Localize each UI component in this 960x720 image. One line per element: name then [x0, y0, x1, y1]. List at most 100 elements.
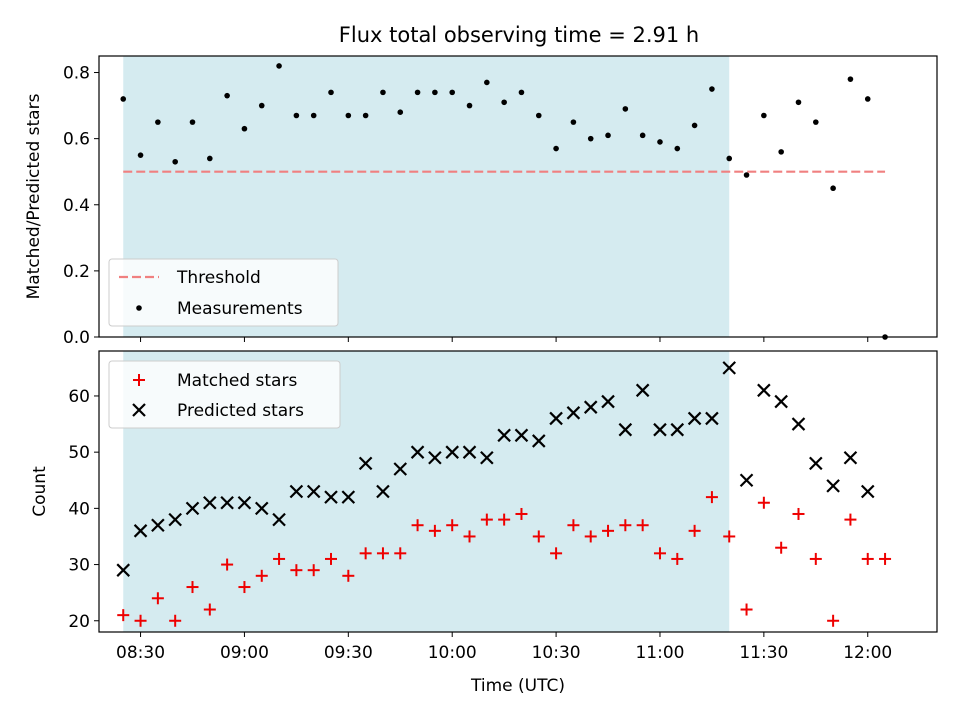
measurement-point — [328, 89, 334, 96]
measurement-point — [864, 96, 871, 102]
matched-star-point — [394, 547, 407, 560]
matched-star-point — [359, 547, 372, 560]
matched-star-point — [428, 524, 441, 537]
measurement-point — [830, 185, 836, 192]
x-marker-b — [791, 417, 806, 431]
x-marker-b — [168, 512, 182, 527]
x-marker-b — [774, 394, 788, 409]
predicted-star-point — [722, 361, 737, 375]
measurement-point — [310, 112, 317, 119]
count-axis-ylabel: Count — [30, 466, 50, 517]
matched-star-point — [723, 530, 736, 543]
matched-star-point — [844, 513, 857, 526]
predicted-star-point — [514, 428, 529, 443]
legend-matched-swatch — [133, 374, 145, 386]
time-xtick-label: 12:00 — [843, 643, 892, 663]
predicted-star-point — [220, 495, 234, 510]
ratio-ytick-label: 0.8 — [63, 64, 90, 84]
x-marker-b — [376, 484, 390, 499]
matched-star-point — [567, 519, 580, 532]
count-ytick-label: 50 — [68, 443, 90, 463]
measurement-point — [241, 125, 248, 132]
matched-star-point — [515, 507, 528, 520]
x-marker-b — [687, 411, 702, 426]
measurement-point — [189, 119, 196, 125]
predicted-star-point — [151, 518, 165, 532]
x-marker-b — [133, 524, 148, 538]
predicted-star-point — [168, 512, 182, 527]
x-marker-b — [722, 361, 737, 375]
predicted-star-point — [635, 383, 650, 398]
x-marker-b — [480, 451, 494, 465]
predicted-star-point — [549, 411, 563, 426]
time-xtick-label: 10:30 — [532, 643, 581, 663]
x-marker-b — [272, 512, 286, 527]
predicted-star-point — [185, 501, 200, 516]
measurement-point — [622, 106, 629, 112]
time-xtick-label: 11:30 — [739, 643, 788, 663]
matched-star-point — [498, 513, 511, 526]
measurement-point — [397, 109, 404, 115]
x-marker-b — [531, 434, 546, 448]
count-panel: 20 30 40 50 60 08:30 09:00 09:30 10:00 10:30 11:00… — [30, 350, 938, 696]
matched-star-point — [117, 609, 130, 622]
x-marker-b — [237, 495, 252, 510]
matched-star-point — [169, 614, 182, 627]
measurement-point — [466, 102, 473, 109]
legend-x-marker — [132, 403, 146, 417]
ratio-axis-ticks: 0.0 0.2 0.4 0.6 0.8 — [63, 64, 869, 348]
predicted-star-point — [497, 428, 511, 443]
predicted-star-point — [826, 479, 840, 493]
predicted-star-point — [376, 484, 390, 499]
x-marker-b — [757, 383, 771, 398]
matched-star-point — [290, 564, 303, 577]
x-marker-b — [462, 445, 477, 459]
matched-star-points — [117, 491, 892, 627]
measurement-point — [172, 158, 178, 165]
ratio-panel: 0.00.20.40.60.8 Matched/Predicted stars … — [24, 55, 938, 348]
x-marker-b — [809, 456, 823, 471]
matched-star-point — [376, 547, 389, 560]
x-marker-b — [254, 501, 269, 516]
predicted-star-point — [480, 451, 494, 465]
x-marker-b — [220, 495, 234, 510]
matched-star-point — [532, 530, 545, 543]
legend-threshold-label: Threshold — [176, 268, 261, 288]
x-marker-b — [601, 394, 615, 409]
measurement-point — [553, 145, 559, 152]
matched-star-point — [463, 530, 476, 543]
measurement-point — [743, 172, 750, 178]
predicted-star-point — [462, 445, 477, 459]
predicted-star-point — [410, 445, 425, 459]
predicted-star-point — [566, 406, 581, 420]
measurement-point — [778, 149, 784, 155]
matched-star-point — [619, 519, 632, 532]
x-marker-b — [514, 428, 529, 443]
measurement-point — [258, 102, 265, 109]
matched-star-point — [636, 519, 649, 532]
x-marker-b — [393, 462, 408, 476]
measurement-point — [484, 79, 490, 86]
x-marker-b — [341, 490, 356, 504]
predicted-star-point — [324, 490, 338, 504]
measurement-point — [207, 155, 213, 162]
predicted-star-point — [843, 451, 858, 465]
measurement-point — [293, 112, 300, 119]
measurement-point — [570, 119, 577, 125]
matched-star-point — [480, 513, 493, 526]
count-ytick-label: 20 — [68, 612, 90, 632]
measurement-point — [726, 155, 733, 162]
measurement-point — [518, 89, 525, 96]
matched-star-point — [186, 581, 199, 594]
matched-star-point — [411, 519, 424, 532]
predicted-star-point — [774, 394, 788, 409]
x-marker-b — [306, 484, 321, 499]
time-xtick-label: 10:00 — [428, 643, 477, 663]
matched-star-point — [671, 552, 684, 565]
legend-plus-marker — [133, 374, 145, 386]
measurement-point — [535, 112, 542, 119]
measurement-point — [795, 99, 802, 106]
measurement-point — [847, 76, 854, 82]
measurement-point — [674, 145, 681, 152]
